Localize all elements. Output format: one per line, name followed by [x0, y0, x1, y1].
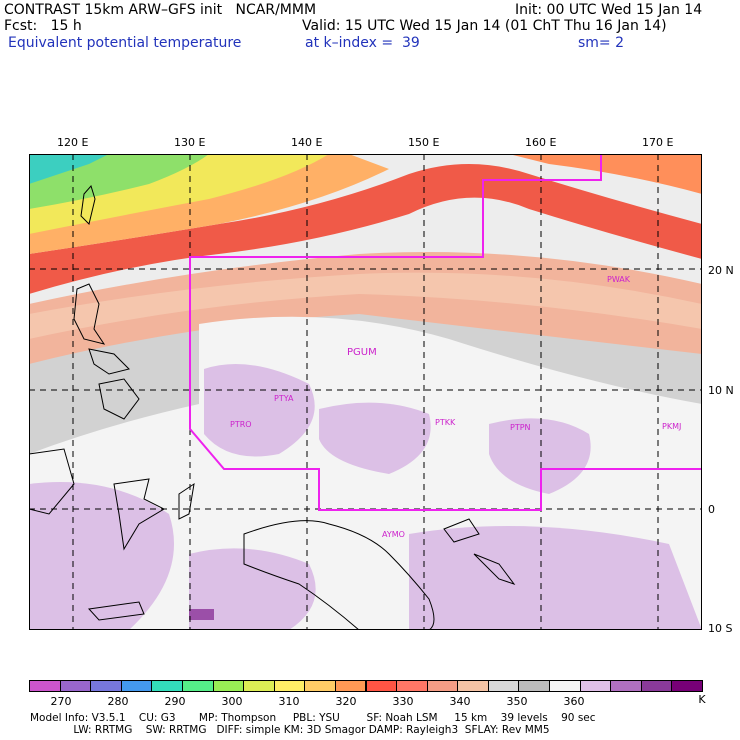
theta-e-365-patch-3: [489, 418, 591, 494]
coastline-timor: [87, 601, 145, 621]
station-pkmj: PKMJ: [662, 422, 681, 431]
colorbar-label-340: 340: [449, 695, 471, 708]
lat-gridlines: [29, 268, 702, 510]
title-line1-left: CONTRAST 15km ARW–GFS init NCAR/MMM: [4, 2, 317, 18]
station-ptpn: PTPN: [510, 423, 531, 432]
station-pwak: PWAK: [607, 275, 631, 284]
theta-e-365-patch-5: [409, 526, 702, 630]
valid-time: Valid: 15 UTC Wed 15 Jan 14 (01 ChT Thu …: [302, 18, 667, 34]
colorbar-swatch: [396, 680, 428, 692]
colorbar-swatch: [120, 680, 153, 692]
colorbar-swatch: [487, 680, 520, 692]
colorbar-label-320: 320: [335, 695, 357, 708]
forecast-hour: Fcst: 15 h: [4, 18, 82, 34]
coastline-visayas: [88, 348, 130, 375]
station-ptkk: PTKK: [435, 418, 456, 427]
lon-label-140: 140 E: [291, 136, 323, 149]
coastline-luzon: [73, 283, 106, 345]
colorbar-swatch: [29, 680, 61, 692]
colorbar-label-290: 290: [164, 695, 186, 708]
theta-e-365-patch-4: [29, 482, 174, 630]
lat-label-20n: 20 N: [708, 264, 734, 277]
coastline-new-guinea: [243, 520, 435, 630]
theta-e-345-band: [29, 272, 702, 339]
colorbar-label-330: 330: [392, 695, 414, 708]
model-info-line2: LW: RRTMG SW: RRTMG DIFF: simple KM: 3D …: [30, 724, 550, 736]
lon-label-130: 130 E: [174, 136, 206, 149]
theta-e-320-band-east: [509, 154, 702, 194]
lat-label-0: 0: [708, 503, 715, 516]
coastline-borneo: [29, 448, 75, 515]
colorbar-swatch: [243, 680, 275, 692]
coastline-sulawesi: [113, 478, 166, 551]
colorbar-label-300: 300: [221, 695, 243, 708]
theta-e-365-patch-6: [189, 548, 316, 630]
colorbar-swatch: [304, 680, 336, 692]
init-time: Init: 00 UTC Wed 15 Jan 14: [515, 2, 703, 18]
colorbar-label-360: 360: [563, 695, 585, 708]
coastline-halmahera: [178, 482, 195, 520]
colorbar-swatch: [273, 680, 306, 692]
colorbar-swatch: [59, 680, 92, 692]
coastline-solomons: [473, 553, 516, 585]
colorbar-swatch: [426, 680, 459, 692]
colorbar-swatch: [640, 680, 673, 692]
station-ptya: PTYA: [274, 394, 294, 403]
station-ptro: PTRO: [230, 420, 252, 429]
colorbar-swatch: [90, 680, 122, 692]
coastline-new-britain: [443, 518, 480, 543]
lat-label-10s: 10 S: [708, 622, 733, 635]
theta-e-365-patch-1: [204, 364, 315, 457]
colorbar-swatch: [549, 680, 581, 692]
coastline-mindanao: [98, 378, 140, 420]
station-aymo: AYMO: [382, 530, 405, 539]
theta-e-370-spot: [189, 609, 214, 620]
lon-gridlines: [72, 154, 659, 630]
smoothing: sm= 2: [578, 35, 625, 51]
lon-label-170: 170 E: [642, 136, 674, 149]
colorbar-swatch: [212, 680, 245, 692]
colorbar-swatch: [518, 680, 551, 692]
colorbar-label-270: 270: [50, 695, 72, 708]
field-name: Equivalent potential temperature: [8, 35, 242, 51]
colorbar-label-280: 280: [107, 695, 129, 708]
colorbar-label-350: 350: [506, 695, 528, 708]
lon-label-150: 150 E: [408, 136, 440, 149]
colorbar-swatch: [457, 680, 489, 692]
lon-label-120: 120 E: [57, 136, 89, 149]
fir-boundary: [189, 154, 702, 511]
theta-e-290-band: [29, 154, 109, 184]
theta-e-365-patch-2: [319, 402, 431, 474]
station-pgum: PGUM: [347, 347, 377, 358]
lon-label-160: 160 E: [525, 136, 557, 149]
colorbar-swatch: [151, 680, 183, 692]
model-info-line1: Model Info: V3.5.1 CU: G3 MP: Thompson P…: [30, 712, 596, 724]
colorbar-swatch: [181, 680, 214, 692]
k-index: at k–index = 39: [305, 35, 420, 51]
colorbar-label-310: 310: [278, 695, 300, 708]
coastline-taiwan: [80, 184, 96, 225]
colorbar-swatch: [671, 680, 703, 692]
colorbar-swatch: [579, 680, 612, 692]
colorbar-swatch: [334, 680, 367, 692]
colorbar-swatch: [610, 680, 642, 692]
map-panel: PWAK PGUM PTYA PTRO PTKK PTPN PKMJ AYMO: [29, 154, 702, 630]
colorbar-swatch: [365, 680, 398, 692]
colorbar-unit: K: [698, 693, 706, 706]
lat-label-10n: 10 N: [708, 384, 734, 397]
theta-e-330-band: [29, 164, 702, 294]
